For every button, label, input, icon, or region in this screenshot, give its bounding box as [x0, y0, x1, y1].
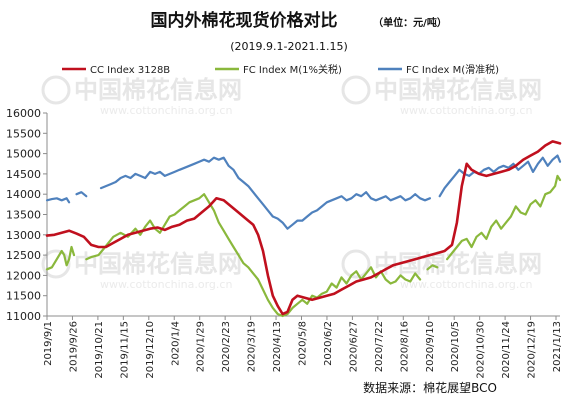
y-tick-label: 14500	[6, 168, 41, 181]
x-tick-label: 2020/10/30	[476, 321, 487, 379]
x-tick-label: 2020/6/2	[323, 321, 334, 366]
x-tick-label: 2020/8/16	[399, 321, 410, 372]
x-tick-label: 2020/3/19	[247, 321, 258, 372]
x-tick-label: 2019/10/21	[94, 321, 105, 379]
watermark-text: 中国棉花信息网	[74, 76, 242, 104]
watermark-text: 中国棉花信息网	[74, 250, 242, 278]
watermark-url: www.cottonchina.org.cn	[400, 104, 532, 117]
y-tick-label: 13000	[6, 229, 41, 242]
x-tick-label: 2020/1/29	[196, 321, 207, 372]
series-line	[426, 264, 439, 271]
watermark-url: www.cottonchina.org.cn	[100, 104, 232, 117]
series-line	[438, 154, 562, 198]
watermark-url: www.cottonchina.org.cn	[400, 278, 532, 291]
legend-item: CC Index 3128B	[62, 65, 170, 76]
x-tick-label: 2020/11/24	[501, 321, 512, 379]
y-axis: 11000 11500 12000 12500 13000 13500 14000 14500…	[6, 107, 47, 323]
watermark-logo-icon	[41, 75, 71, 105]
chart-title: 国内外棉花现货价格对比	[151, 10, 338, 31]
watermark-text: 中国棉花信息网	[374, 76, 542, 104]
series-line	[45, 245, 76, 271]
y-tick-label: 11500	[6, 290, 41, 303]
x-tick-label: 2021/1/13	[552, 321, 563, 372]
legend-item: FC Index M(滑准税)	[378, 63, 499, 76]
x-tick-label: 2020/2/23	[221, 321, 232, 372]
y-tick-label: 15500	[6, 127, 41, 140]
x-tick-label: 2020/6/27	[348, 321, 359, 372]
series-line	[99, 156, 431, 230]
x-axis: 2019/9/1 2019/9/26 2019/10/21 2019/11/15 201…	[43, 316, 563, 379]
chart-subtitle: (2019.9.1-2021.1.15)	[230, 40, 348, 53]
x-tick-label: 2020/9/10	[425, 321, 436, 372]
y-tick-label: 14000	[6, 188, 41, 201]
plot-area	[45, 140, 562, 318]
x-tick-label: 2020/12/19	[527, 321, 538, 379]
series-line	[85, 193, 422, 318]
y-tick-label: 12500	[6, 249, 41, 262]
watermark-logo-icon	[341, 75, 371, 105]
y-tick-label: 15000	[6, 148, 41, 161]
watermark-url: www.cottonchina.org.cn	[100, 278, 232, 291]
watermark-logo-icon	[341, 249, 371, 279]
legend-label: CC Index 3128B	[90, 65, 170, 76]
watermark-logo-icon	[41, 249, 71, 279]
legend-label: FC Index M(1%关税)	[243, 63, 342, 76]
y-tick-label: 11000	[6, 310, 41, 323]
x-tick-label: 2020/5/8	[298, 321, 309, 366]
x-tick-label: 2020/10/5	[450, 321, 461, 372]
legend: CC Index 3128B FC Index M(1%关税) FC Index M…	[62, 63, 499, 76]
series-line	[45, 140, 562, 316]
series-line	[45, 197, 71, 204]
x-tick-label: 2019/12/10	[145, 321, 156, 379]
x-tick-label: 2020/4/13	[272, 321, 283, 372]
series-line	[446, 174, 562, 261]
x-tick-label: 2020/7/22	[374, 321, 385, 372]
y-tick-label: 16000	[6, 107, 41, 120]
x-tick-label: 2019/9/26	[68, 321, 79, 372]
y-tick-label: 13500	[6, 209, 41, 222]
x-tick-label: 2019/9/1	[43, 321, 54, 366]
series-line	[75, 191, 88, 198]
legend-label: FC Index M(滑准税)	[406, 63, 499, 76]
x-tick-label: 2019/11/15	[119, 321, 130, 379]
chart-unit-label: （单位：元/吨）	[373, 16, 447, 29]
y-tick-label: 12000	[6, 269, 41, 282]
legend-item: FC Index M(1%关税)	[215, 63, 342, 76]
x-tick-label: 2020/1/4	[170, 321, 181, 366]
source-note: 数据来源：棉花展望BCO	[363, 380, 497, 395]
